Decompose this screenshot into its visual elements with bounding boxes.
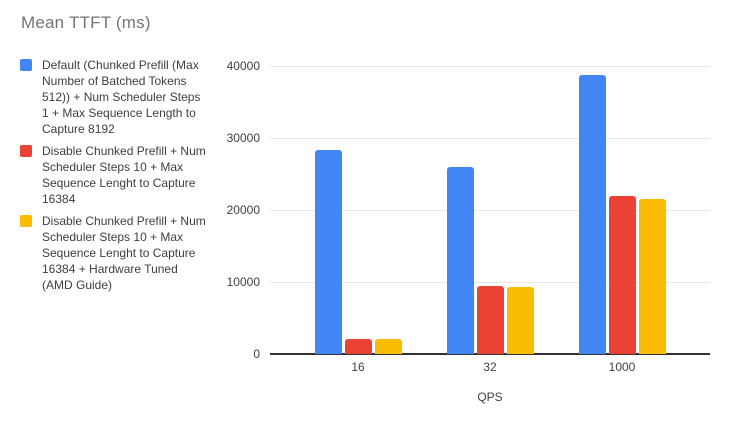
x-axis-title: QPS: [477, 390, 503, 404]
y-axis-tick-label: 30000: [226, 131, 260, 145]
bar-series3-qps-16: [374, 338, 402, 354]
legend-swatch-blue: [20, 59, 32, 71]
bar-series2-qps-16: [344, 338, 372, 354]
x-axis-tick-label: 1000: [608, 360, 636, 374]
gridline: [270, 66, 710, 67]
legend-swatch-red: [20, 145, 32, 157]
x-axis-tick-label: 32: [483, 360, 497, 374]
y-axis-tick-label: 0: [253, 347, 260, 361]
bar-series1-qps-1000: [578, 74, 606, 354]
bar-series3-qps-1000: [638, 199, 666, 354]
bar-series1-qps-32: [446, 166, 474, 354]
chart-legend: Default (Chunked Prefill (Max Number of …: [20, 57, 216, 299]
chart-title: Mean TTFT (ms): [21, 13, 151, 32]
x-axis-line: [270, 353, 710, 355]
bar-series2-qps-1000: [608, 196, 636, 354]
legend-swatch-yellow: [20, 215, 32, 227]
plot-area: 0 10000 20000 30000 40000 16 32 1000: [227, 59, 710, 374]
bar-series3-qps-32: [506, 287, 534, 354]
y-axis-tick-label: 40000: [226, 59, 260, 73]
legend-item-hardware-tuned: Disable Chunked Prefill + Num Scheduler …: [20, 213, 216, 293]
legend-label-disable-chunked-prefill: Disable Chunked Prefill + Num Scheduler …: [42, 144, 206, 206]
y-axis-tick-label: 10000: [226, 275, 260, 289]
gridline: [270, 138, 710, 139]
x-axis-tick-label: 16: [351, 360, 365, 374]
y-axis-tick-label: 20000: [226, 203, 260, 217]
legend-item-default: Default (Chunked Prefill (Max Number of …: [20, 57, 216, 137]
legend-label-hardware-tuned: Disable Chunked Prefill + Num Scheduler …: [42, 214, 206, 292]
legend-label-default: Default (Chunked Prefill (Max Number of …: [42, 58, 201, 136]
bar-series2-qps-32: [476, 285, 504, 354]
bar-series1-qps-16: [314, 149, 342, 354]
legend-item-disable-chunked-prefill: Disable Chunked Prefill + Num Scheduler …: [20, 143, 216, 207]
gridline: [270, 282, 710, 283]
gridline: [270, 210, 710, 211]
